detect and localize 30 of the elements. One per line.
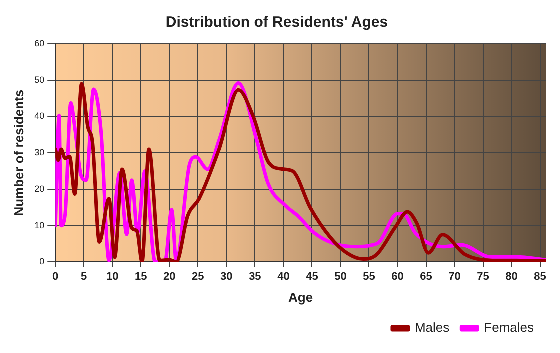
x-tick-label: 75 xyxy=(477,270,490,283)
legend-label: Females xyxy=(484,320,534,336)
x-tick-label: 25 xyxy=(192,270,204,283)
x-tick-label: 80 xyxy=(506,270,518,283)
x-tick-label: 60 xyxy=(392,270,404,283)
x-tick-label: 15 xyxy=(135,270,148,283)
x-tick-label: 40 xyxy=(278,270,290,283)
legend-label: Males xyxy=(414,320,450,336)
y-tick-label: 20 xyxy=(34,184,45,194)
x-tick-label: 50 xyxy=(334,270,347,283)
x-tick-label: 10 xyxy=(106,270,119,283)
x-tick-label: 45 xyxy=(306,270,318,283)
x-tick-label: 55 xyxy=(363,270,376,283)
y-tick-label: 0 xyxy=(40,256,45,267)
x-tick-label: 70 xyxy=(448,270,461,283)
y-axis-title: Number of residents xyxy=(11,90,26,216)
y-tick-label: 10 xyxy=(34,220,45,230)
x-tick-label: 0 xyxy=(52,270,59,283)
x-tick-label: 30 xyxy=(220,270,233,283)
x-axis-title: Age xyxy=(288,290,314,305)
chart-title: Distribution of Residents' Ages xyxy=(166,14,388,32)
x-tick-label: 35 xyxy=(249,270,262,283)
x-tick-label: 85 xyxy=(534,270,546,283)
y-tick-label: 60 xyxy=(34,38,45,48)
x-tick-label: 5 xyxy=(81,270,88,283)
x-tick-label: 65 xyxy=(420,270,432,283)
x-tick-label: 20 xyxy=(164,270,176,283)
y-tick-label: 40 xyxy=(34,111,45,122)
y-tick-label: 50 xyxy=(34,74,45,85)
y-tick-label: 30 xyxy=(34,148,45,158)
